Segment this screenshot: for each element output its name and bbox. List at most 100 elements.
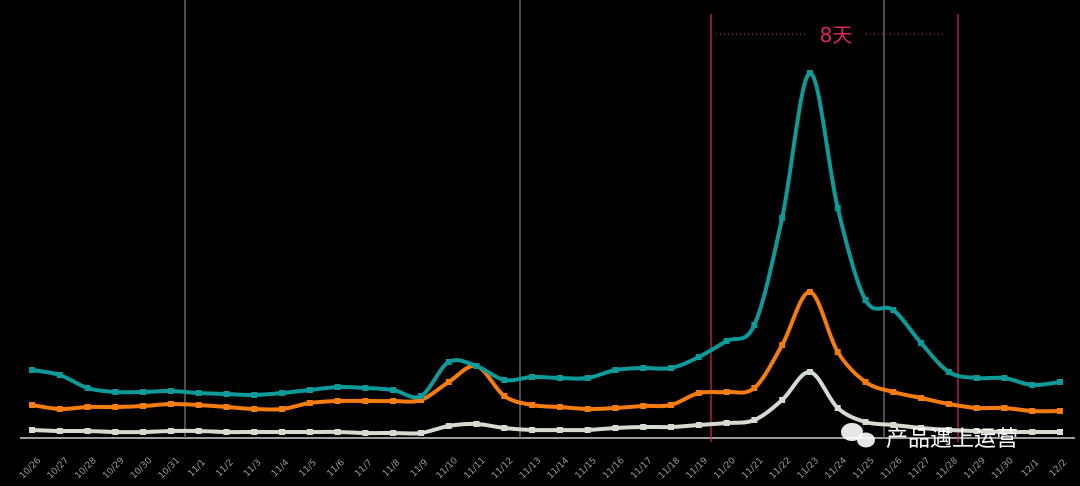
point (501, 393, 508, 399)
point (779, 342, 786, 348)
point (1057, 408, 1063, 414)
point (612, 405, 619, 411)
point (473, 421, 480, 427)
period-markers (184, 0, 959, 442)
point (501, 425, 508, 431)
point (695, 354, 702, 360)
point (862, 379, 869, 385)
point (140, 389, 147, 395)
x-tick-label: 11/18 (657, 456, 683, 482)
point (668, 365, 675, 371)
point (251, 406, 258, 412)
point (751, 385, 758, 391)
point (417, 430, 424, 436)
x-tick-label: 11/28 (935, 456, 961, 482)
point (29, 427, 35, 433)
point (668, 402, 675, 408)
point (362, 385, 369, 391)
x-tick-label: 11/10 (435, 456, 461, 482)
x-tick-label: 11/5 (298, 458, 319, 479)
point (362, 430, 369, 436)
point (529, 427, 536, 433)
point (279, 429, 286, 435)
x-tick-label: 11/1 (187, 458, 208, 479)
watermark-group: 产品遇上运营 (841, 423, 1018, 452)
point (223, 404, 230, 410)
point (29, 367, 35, 373)
point (251, 392, 258, 398)
point (751, 417, 758, 423)
point (223, 391, 230, 397)
point (390, 387, 397, 393)
point (306, 429, 313, 435)
point (834, 405, 841, 411)
point (306, 387, 313, 393)
point (723, 338, 730, 344)
point (390, 398, 397, 404)
point (1029, 429, 1036, 435)
point (112, 404, 119, 410)
point (112, 389, 119, 395)
point (445, 379, 452, 385)
point (556, 427, 563, 433)
point (640, 365, 647, 371)
point (890, 389, 897, 395)
point (779, 215, 786, 221)
point (918, 425, 925, 431)
point (806, 369, 813, 375)
point (417, 393, 424, 399)
point (1029, 382, 1036, 388)
x-tick-label: 11/21 (740, 456, 765, 481)
x-tick-label: 10/28 (73, 456, 99, 482)
point (806, 70, 813, 76)
x-tick-label: 11/24 (824, 456, 850, 482)
series-line (31, 290, 1061, 414)
point (834, 349, 841, 355)
point (918, 395, 925, 401)
point (140, 429, 147, 435)
x-tick-label: 10/31 (157, 456, 182, 481)
point (695, 390, 702, 396)
point (56, 372, 63, 378)
x-tick-label: 11/22 (768, 456, 793, 481)
point (723, 389, 730, 395)
x-tick-label: 11/6 (326, 458, 348, 480)
point (1001, 405, 1008, 411)
plot (29, 70, 1063, 436)
x-tick-label: 11/16 (601, 456, 627, 482)
point (1029, 408, 1036, 414)
x-tick-label: 11/4 (270, 458, 292, 480)
x-tick-label: 12/1 (1020, 458, 1041, 479)
point (945, 401, 952, 407)
point (112, 429, 119, 435)
point (640, 424, 647, 430)
point (306, 400, 313, 406)
x-tick-label: 11/3 (242, 458, 263, 479)
point (890, 307, 897, 313)
point (195, 402, 202, 408)
point (779, 397, 786, 403)
point (751, 322, 758, 328)
point (279, 390, 286, 396)
point (84, 404, 91, 410)
point (195, 390, 202, 396)
point (1001, 375, 1008, 381)
point (529, 402, 536, 408)
point (334, 398, 341, 404)
point (973, 375, 980, 381)
x-tick-label: 11/25 (851, 456, 876, 481)
point (890, 422, 897, 428)
point (529, 374, 536, 380)
x-tick-label: 10/26 (18, 456, 44, 482)
x-tick-label: 11/26 (879, 456, 905, 482)
point (223, 429, 230, 435)
x-tick-label: 11/19 (685, 456, 711, 482)
point (556, 404, 563, 410)
x-tick-label: 12/2 (1048, 458, 1069, 479)
point (84, 385, 91, 391)
x-tick-label: 11/11 (462, 456, 487, 481)
point (973, 428, 980, 434)
point (167, 388, 174, 394)
point (945, 369, 952, 375)
x-tick-label: 11/15 (574, 456, 599, 481)
